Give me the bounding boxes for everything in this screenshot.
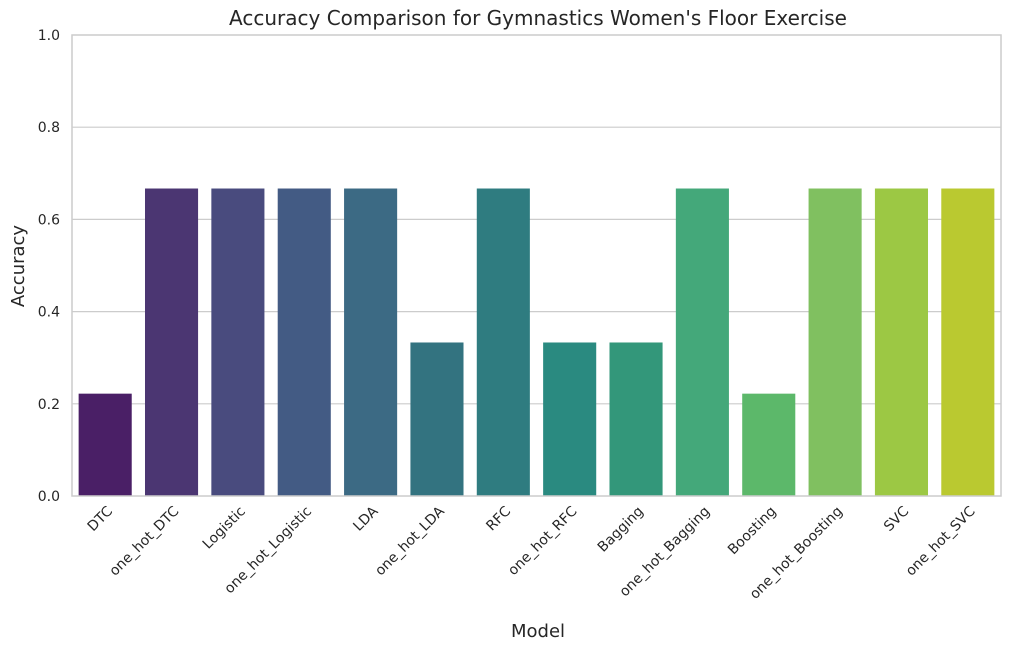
x-tick-label: DTC [85,503,116,534]
bar-logistic [211,188,265,496]
bar-boosting [742,393,796,496]
x-tick-label: one_hot_SVC [903,503,979,579]
bar-dtc [78,393,132,496]
bars [78,188,995,496]
bar-lda [344,188,398,496]
y-tick-label: 0.4 [38,305,60,321]
y-tick-labels: 0.0 0.2 0.4 0.6 0.8 1.0 [38,28,60,505]
x-tick-label: LDA [350,503,381,534]
y-axis-label: Accuracy [8,225,29,308]
bar-svc [874,188,929,496]
x-tick-label: Logistic [200,504,249,553]
x-tick-label: one_hot_RFC [505,503,580,578]
x-tick-label: Boosting [725,504,780,559]
bar-one-hot-bagging [675,188,729,496]
y-tick-label: 0.6 [38,212,60,228]
chart-title: Accuracy Comparison for Gymnastics Women… [229,6,847,30]
x-axis-label: Model [511,621,565,642]
y-tick-label: 1.0 [38,28,60,44]
bar-bagging [609,342,663,496]
bar-one-hot-lda [410,342,464,496]
y-tick-label: 0.8 [38,120,60,136]
x-tick-label: one_hot_DTC [107,503,183,579]
plot-frame [71,34,1002,497]
bar-one-hot-dtc [144,188,199,496]
x-tick-label: one_hot_LDA [372,503,448,579]
bar-rfc [476,188,530,496]
bar-one-hot-boosting [808,188,862,496]
y-tick-label: 0.2 [38,397,60,413]
x-tick-label: SVC [881,503,912,534]
x-tick-label: Bagging [595,504,647,556]
x-tick-label: RFC [483,503,514,534]
bar-one-hot-rfc [543,342,597,496]
bar-one-hot-logistic [277,188,331,496]
bar-one-hot-svc [941,188,995,496]
y-tick-label: 0.0 [38,489,60,505]
